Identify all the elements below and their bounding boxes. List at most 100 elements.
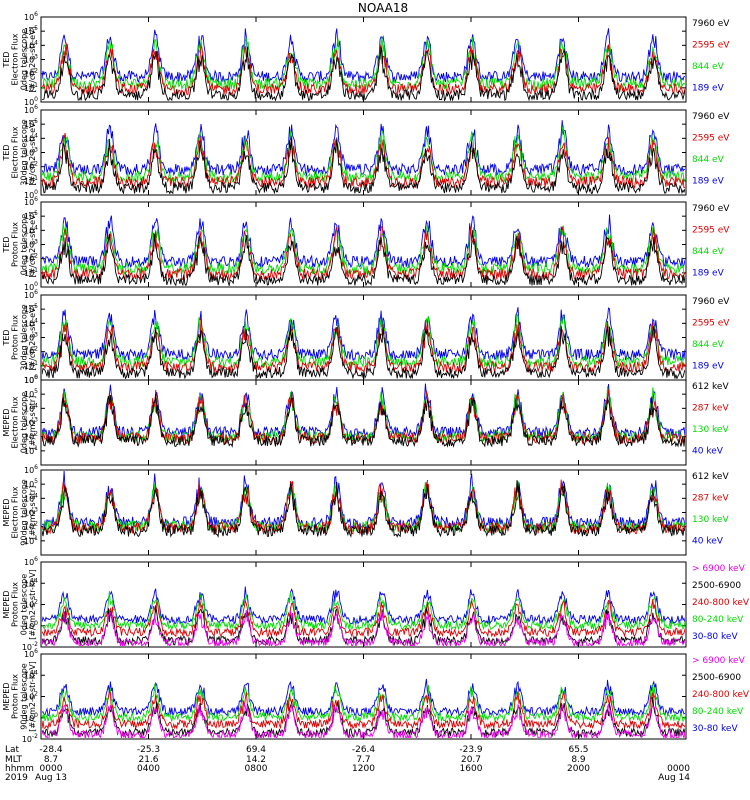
y-tick-label: 103	[24, 147, 38, 158]
y-tick-label: 104	[24, 317, 38, 328]
x-row-label: hhmm	[5, 764, 34, 774]
x-tick-label-lat: -23.9	[459, 745, 483, 755]
y-tick-label: 10-2	[22, 733, 38, 744]
y-axis-label: TEDElectron Flux30deg telescope[#/cm2-s-…	[2, 119, 37, 186]
panel-5: 101 102 103 104 105 106 MEPEDElectron Flux0deg…	[2, 374, 729, 466]
x-tick-label-hhmm: 1600	[460, 764, 483, 774]
x-tick-label-lat: -28.4	[39, 745, 63, 755]
legend-entry: 189 eV	[692, 84, 725, 94]
y-axis-label: MEPEDElectron Flux90deg telescope[#/cm2-…	[2, 479, 37, 546]
x-tick-label-lat: -26.4	[352, 745, 376, 755]
legend-entry: 2500-6900	[692, 581, 741, 591]
flux-traces	[42, 28, 685, 101]
flux-traces	[42, 586, 685, 646]
series-magenta	[42, 610, 685, 646]
series-black	[42, 394, 685, 448]
legend-entry: 189 eV	[692, 362, 725, 372]
series-blue	[42, 383, 685, 440]
series-green	[42, 590, 685, 631]
y-tick-label: 105	[24, 303, 38, 314]
y-tick-label: 100	[24, 189, 38, 200]
legend-entry: 612 keV	[692, 382, 729, 392]
legend-entry: 189 eV	[692, 269, 725, 279]
y-tick-label: 103	[24, 239, 38, 250]
legend-entry: 844 eV	[692, 340, 725, 350]
x-tick-label-hhmm: 0000	[667, 764, 690, 774]
panel-3: 100 101 102 103 104 105 106 TEDProton Flux0deg …	[2, 196, 730, 292]
x-tick-label-mlt: 8.7	[44, 755, 58, 765]
y-tick-label: 104	[24, 39, 38, 50]
panel-4: 100 101 102 103 104 105 106 TEDProton Flux30deg…	[2, 289, 730, 385]
x-tick-label-hhmm: 2000	[567, 764, 590, 774]
y-tick-label: 102	[24, 253, 38, 264]
series-blue	[42, 307, 685, 362]
series-blue	[42, 471, 685, 530]
legend-entry: 189 eV	[692, 177, 725, 187]
panel-8: 10-2 100 102 104 106 MEPEDProton Flux90deg te…	[2, 648, 750, 744]
legend-entry: 240-800 keV	[692, 690, 750, 700]
legend-entry: 7960 eV	[692, 112, 730, 122]
x-tick-label-mlt: 21.6	[138, 755, 158, 765]
x-tick-label-hhmm: 1200	[352, 764, 375, 774]
series-blue	[42, 678, 685, 717]
legend-entry: 612 keV	[692, 472, 729, 482]
y-tick-label: 106	[24, 11, 38, 22]
x-tick-label-lat: 69.4	[246, 745, 266, 755]
series-red	[42, 598, 685, 638]
plot-frame	[40, 469, 687, 556]
x-row-label: 2019	[5, 773, 28, 783]
y-tick-label: 105	[24, 478, 38, 489]
y-tick-label: 105	[24, 210, 38, 221]
flux-traces	[42, 120, 685, 194]
y-axis-label: MEPEDProton Flux0deg telescope[#/cm2-s-s…	[2, 569, 37, 640]
series-blue	[42, 214, 685, 269]
legend-entry: 844 eV	[692, 155, 725, 165]
x-tick-label-date: Aug 13	[35, 773, 67, 783]
y-tick-label: 100	[24, 712, 38, 723]
panel-1: 100 101 102 103 104 105 106 TEDElectron Flux0de…	[2, 11, 730, 107]
y-tick-label: 100	[24, 96, 38, 107]
flux-traces	[42, 383, 685, 448]
y-axis-label: TEDElectron Flux0deg telescope[#/cm2-s-s…	[2, 26, 37, 92]
legend-entry: 287 keV	[692, 494, 729, 504]
y-tick-label: 102	[24, 599, 38, 610]
legend-entry: 240-800 keV	[692, 598, 750, 608]
x-tick-label-lat: -25.3	[137, 745, 160, 755]
y-tick-label: 101	[24, 445, 38, 456]
series-black	[42, 137, 685, 194]
series-red	[42, 42, 685, 97]
chart-title: NOAA18	[358, 1, 408, 15]
x-tick-label-mlt: 7.7	[356, 755, 370, 765]
y-tick-label: 105	[24, 25, 38, 36]
series-blue	[42, 586, 685, 626]
series-blue	[42, 120, 685, 177]
legend-entry: 7960 eV	[692, 204, 730, 214]
y-tick-label: 103	[24, 332, 38, 343]
legend-entry: 40 keV	[692, 447, 724, 457]
y-tick-label: 100	[24, 374, 38, 385]
y-tick-label: 104	[24, 492, 38, 503]
x-tick-label-mlt: 8.9	[571, 755, 586, 765]
legend-entry: 287 keV	[692, 404, 729, 414]
series-red	[42, 689, 685, 730]
y-axis-label: MEPEDProton Flux90deg telescope[#/cm2-s-…	[2, 661, 37, 732]
legend-entry: 2595 eV	[692, 226, 730, 236]
x-row-label: Lat	[5, 745, 20, 755]
series-red	[42, 132, 685, 190]
legend-entry: 2595 eV	[692, 319, 730, 329]
x-tick-label-mlt: 14.2	[246, 755, 266, 765]
legend-entry: > 6900 keV	[692, 564, 746, 574]
panel-2: 100 101 102 103 104 105 106 TEDElectron Flux30d…	[2, 104, 730, 200]
y-tick-label: 105	[24, 118, 38, 129]
legend-entry: 844 eV	[692, 247, 725, 257]
legend-entry: 844 eV	[692, 62, 725, 72]
y-tick-label: 104	[24, 577, 38, 588]
y-tick-label: 100	[24, 281, 38, 292]
legend-entry: 7960 eV	[692, 19, 730, 29]
flux-traces	[42, 678, 685, 738]
series-black	[42, 325, 685, 379]
y-tick-label: 10-2	[22, 641, 38, 652]
series-black	[42, 480, 685, 539]
y-tick-label: 102	[24, 521, 38, 532]
series-green	[42, 683, 685, 723]
